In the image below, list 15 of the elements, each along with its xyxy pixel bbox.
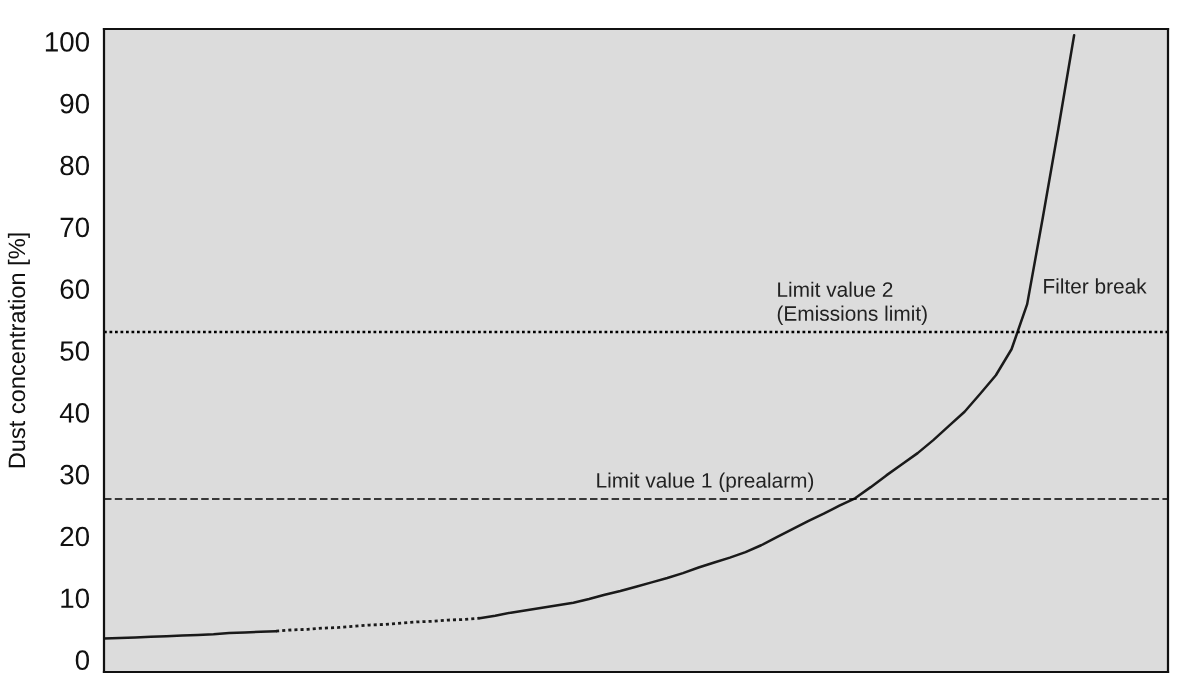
y-tick-label: 30 <box>60 464 90 485</box>
y-tick-label: 70 <box>60 217 90 238</box>
y-tick-label: 40 <box>59 403 90 423</box>
y-tick-label: 100 <box>45 32 90 52</box>
ref-line-label: Limit value 2 (Emissions limit) <box>777 281 927 325</box>
annotation: Filter break <box>1044 278 1147 294</box>
y-tick-label: 90 <box>60 93 90 114</box>
y-tick-label: 0 <box>75 650 90 670</box>
y-tick-label: 20 <box>60 526 90 547</box>
y-tick-label: 80 <box>60 155 90 176</box>
y-tick-label: 50 <box>60 341 90 361</box>
y-tick-label: 10 <box>61 588 90 609</box>
y-axis-title: Dust concentration [%] <box>7 233 30 468</box>
y-tick-label: 60 <box>60 279 90 300</box>
ref-line-label: Limit value 1 (prealarm) <box>597 472 814 492</box>
